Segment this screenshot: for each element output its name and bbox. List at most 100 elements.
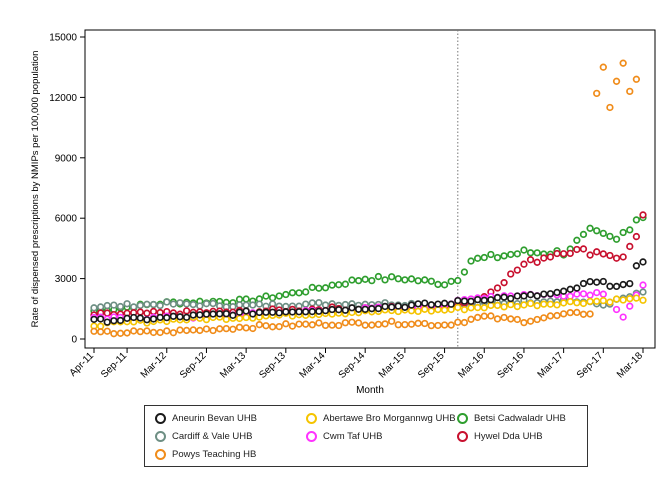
y-axis-title: Rate of dispensed prescriptions by NMIPs…	[30, 51, 41, 328]
data-point	[315, 319, 323, 327]
data-point	[440, 306, 449, 314]
series-group	[90, 258, 647, 326]
data-point	[573, 299, 581, 307]
data-point	[242, 295, 250, 303]
data-point	[216, 310, 224, 318]
data-point	[196, 311, 204, 319]
data-point	[136, 301, 144, 310]
data-point	[414, 277, 422, 285]
data-point	[632, 75, 641, 83]
data-point	[335, 281, 343, 289]
data-point	[335, 306, 343, 314]
data-point	[381, 320, 389, 328]
data-point	[149, 307, 158, 316]
plot-frame	[84, 29, 656, 349]
data-point	[348, 304, 356, 312]
data-point	[626, 87, 634, 96]
data-point	[473, 303, 482, 312]
data-point	[222, 310, 230, 318]
data-point	[586, 224, 594, 232]
data-point	[242, 324, 250, 332]
data-point	[242, 307, 250, 315]
data-point	[136, 327, 144, 336]
x-tick-label: Mar-14	[297, 350, 327, 380]
data-point	[149, 300, 158, 309]
data-point	[123, 314, 131, 322]
legend: Aneurin Bevan UHB Abertawe Bro Morgannwg…	[144, 405, 588, 467]
data-point	[255, 321, 264, 329]
data-point	[573, 245, 581, 254]
data-point	[460, 318, 469, 327]
legend-item: Powys Teaching HB	[151, 446, 302, 462]
data-point	[612, 305, 621, 314]
data-point	[163, 298, 171, 306]
legend-label: Cardiff & Vale UHB	[172, 430, 253, 442]
legend-label: Betsi Cadwaladr UHB	[474, 412, 566, 424]
data-point	[606, 282, 614, 290]
data-point	[559, 299, 568, 307]
data-point	[341, 280, 349, 288]
data-point	[619, 313, 627, 321]
data-point	[149, 328, 158, 337]
data-point	[302, 300, 310, 308]
data-point	[493, 253, 502, 262]
data-point	[480, 304, 488, 312]
data-point	[209, 299, 217, 308]
data-point	[507, 315, 515, 323]
data-point	[394, 302, 402, 310]
data-point	[235, 314, 244, 323]
data-point	[368, 305, 376, 313]
data-point	[612, 235, 621, 243]
data-point	[626, 295, 634, 303]
x-tick-label: Mar-12	[139, 350, 169, 380]
data-point	[368, 276, 376, 285]
data-point	[110, 330, 118, 338]
data-point	[546, 253, 555, 261]
data-point	[467, 257, 475, 265]
y-tick-label: 15000	[49, 33, 77, 44]
data-point	[566, 249, 574, 258]
data-point	[308, 283, 316, 292]
data-point	[136, 308, 144, 316]
data-point	[533, 249, 541, 257]
data-point	[559, 250, 568, 258]
data-point	[295, 289, 303, 297]
data-point	[282, 290, 290, 299]
data-point	[374, 304, 383, 313]
data-point	[255, 300, 264, 308]
data-point	[639, 281, 647, 289]
data-point	[480, 312, 488, 320]
data-point	[606, 232, 614, 240]
data-point	[599, 63, 607, 71]
data-point	[196, 302, 204, 310]
data-point	[599, 250, 607, 258]
data-point	[302, 288, 310, 296]
y-tick-label: 3000	[55, 274, 78, 285]
data-point	[196, 326, 204, 335]
data-point	[368, 321, 376, 329]
data-point	[579, 290, 588, 298]
data-point	[533, 302, 541, 310]
data-point	[440, 281, 449, 289]
data-point	[328, 321, 336, 329]
data-point	[262, 308, 270, 316]
x-tick-label: Mar-18	[615, 350, 645, 380]
data-point	[136, 314, 144, 322]
data-point	[566, 308, 574, 317]
x-tick-label: Mar-13	[218, 350, 248, 380]
data-point	[447, 300, 455, 308]
data-point	[90, 327, 98, 335]
x-tick-label: Sep-12	[178, 350, 209, 381]
data-point	[348, 318, 356, 326]
data-point	[255, 308, 264, 317]
data-point	[229, 311, 237, 319]
legend-item: Betsi Cadwaladr UHB	[453, 410, 583, 426]
legend-item: Cardiff & Vale UHB	[151, 428, 302, 444]
data-point	[546, 290, 555, 298]
data-point	[222, 324, 230, 333]
data-point	[487, 296, 495, 304]
data-point	[460, 306, 469, 314]
data-point	[612, 282, 621, 291]
data-point	[163, 327, 171, 335]
data-point	[407, 301, 416, 309]
